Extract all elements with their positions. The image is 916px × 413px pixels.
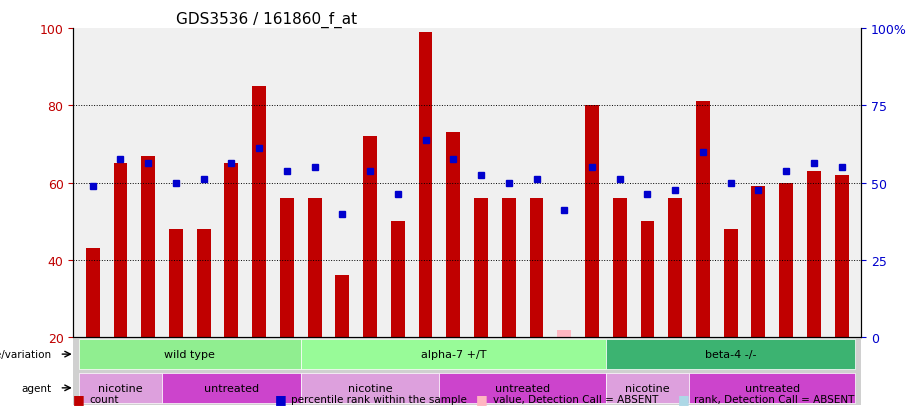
Bar: [114, 164, 127, 337]
Bar: [169, 230, 183, 337]
Bar: [474, 199, 488, 337]
Text: agent: agent: [21, 383, 51, 393]
Text: nicotine: nicotine: [625, 383, 670, 393]
Text: ■: ■: [678, 392, 690, 405]
Bar: [335, 276, 349, 337]
Bar: [141, 156, 155, 337]
Text: nicotine: nicotine: [348, 383, 392, 393]
Text: value, Detection Call = ABSENT: value, Detection Call = ABSENT: [493, 394, 659, 404]
Bar: [224, 164, 238, 337]
Bar: [440, 373, 605, 403]
Bar: [280, 199, 294, 337]
Bar: [557, 330, 572, 337]
Bar: [640, 222, 654, 337]
Bar: [807, 171, 821, 337]
Bar: [79, 339, 300, 369]
Bar: [605, 373, 689, 403]
Text: ■: ■: [476, 392, 488, 405]
Text: nicotine: nicotine: [98, 383, 143, 393]
Bar: [780, 183, 793, 337]
Bar: [300, 373, 440, 403]
Bar: [86, 249, 100, 337]
Bar: [363, 137, 377, 337]
Bar: [391, 222, 405, 337]
Bar: [197, 230, 211, 337]
Bar: [669, 199, 682, 337]
Text: ■: ■: [73, 392, 85, 405]
Text: percentile rank within the sample: percentile rank within the sample: [291, 394, 467, 404]
Text: genotype/variation: genotype/variation: [0, 349, 51, 359]
Bar: [252, 87, 266, 337]
Bar: [585, 106, 599, 337]
Bar: [724, 230, 737, 337]
Text: untreated: untreated: [495, 383, 551, 393]
Text: ■: ■: [275, 392, 287, 405]
Bar: [613, 199, 627, 337]
Text: untreated: untreated: [204, 383, 259, 393]
Bar: [751, 187, 766, 337]
Text: rank, Detection Call = ABSENT: rank, Detection Call = ABSENT: [694, 394, 855, 404]
Bar: [502, 199, 516, 337]
Bar: [446, 133, 460, 337]
Bar: [419, 33, 432, 337]
Text: wild type: wild type: [164, 349, 215, 359]
Bar: [689, 373, 856, 403]
Bar: [308, 199, 322, 337]
Text: beta-4 -/-: beta-4 -/-: [705, 349, 757, 359]
Bar: [162, 373, 300, 403]
Bar: [696, 102, 710, 337]
Bar: [605, 339, 856, 369]
Text: untreated: untreated: [745, 383, 800, 393]
Text: alpha-7 +/T: alpha-7 +/T: [420, 349, 486, 359]
Bar: [79, 373, 162, 403]
Text: GDS3536 / 161860_f_at: GDS3536 / 161860_f_at: [176, 12, 357, 28]
Bar: [529, 199, 543, 337]
Text: count: count: [90, 394, 119, 404]
Bar: [834, 176, 848, 337]
Bar: [300, 339, 605, 369]
